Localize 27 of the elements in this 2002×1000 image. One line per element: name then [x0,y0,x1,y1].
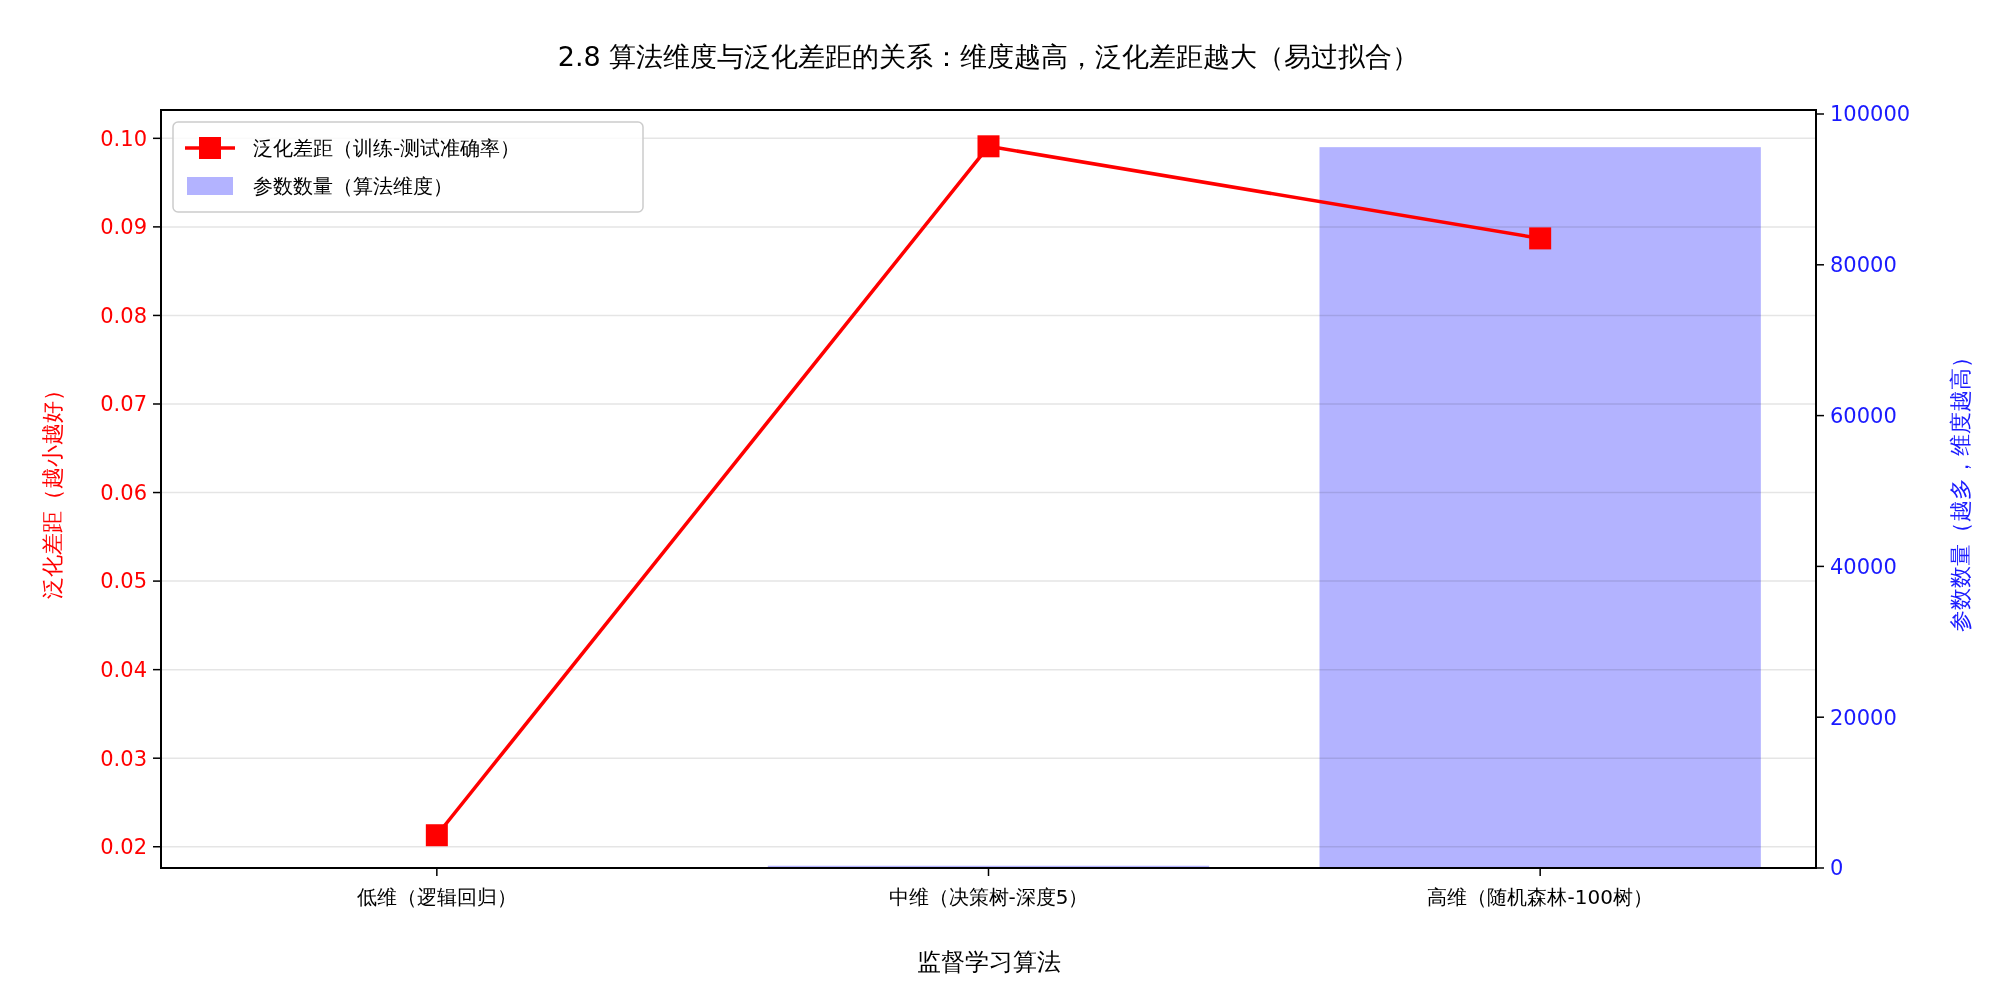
legend-label: 参数数量（算法维度） [253,174,453,198]
y2-tick-label: 100000 [1830,102,1911,127]
chart-title: 2.8 算法维度与泛化差距的关系：维度越高，泛化差距越大（易过拟合） [557,41,1420,72]
y-tick-label: 0.08 [100,303,147,328]
y-tick-label: 0.09 [100,215,147,240]
y-tick-label: 0.07 [100,392,147,417]
y-tick-label: 0.02 [100,835,147,860]
y-tick-label: 0.05 [100,569,147,594]
point [1529,227,1552,250]
y-tick-label: 0.03 [100,746,147,771]
y-tick-label: 0.10 [100,126,147,151]
y2-tick-label: 0 [1830,856,1844,881]
x-tick-label: 低维（逻辑回归） [356,885,517,909]
y-tick-label: 0.06 [100,480,147,505]
y2-tick-label: 20000 [1830,705,1897,730]
y2-tick-label: 40000 [1830,554,1897,579]
y2-axis-title: 参数数量（越多，维度越高） [1948,346,1973,632]
x-axis-title: 监督学习算法 [916,948,1061,976]
legend-label: 泛化差距（训练-测试准确率） [253,136,521,160]
y-tick-label: 0.04 [100,657,147,682]
point [977,135,1000,158]
y-axis-title: 泛化差距（越小越好） [40,379,65,599]
x-tick-label: 中维（决策树-深度5） [888,885,1089,909]
y2-tick-label: 80000 [1830,253,1897,278]
x-tick-label: 高维（随机森林-100树） [1427,885,1653,909]
y2-tick-label: 60000 [1830,403,1897,428]
point [425,824,448,847]
